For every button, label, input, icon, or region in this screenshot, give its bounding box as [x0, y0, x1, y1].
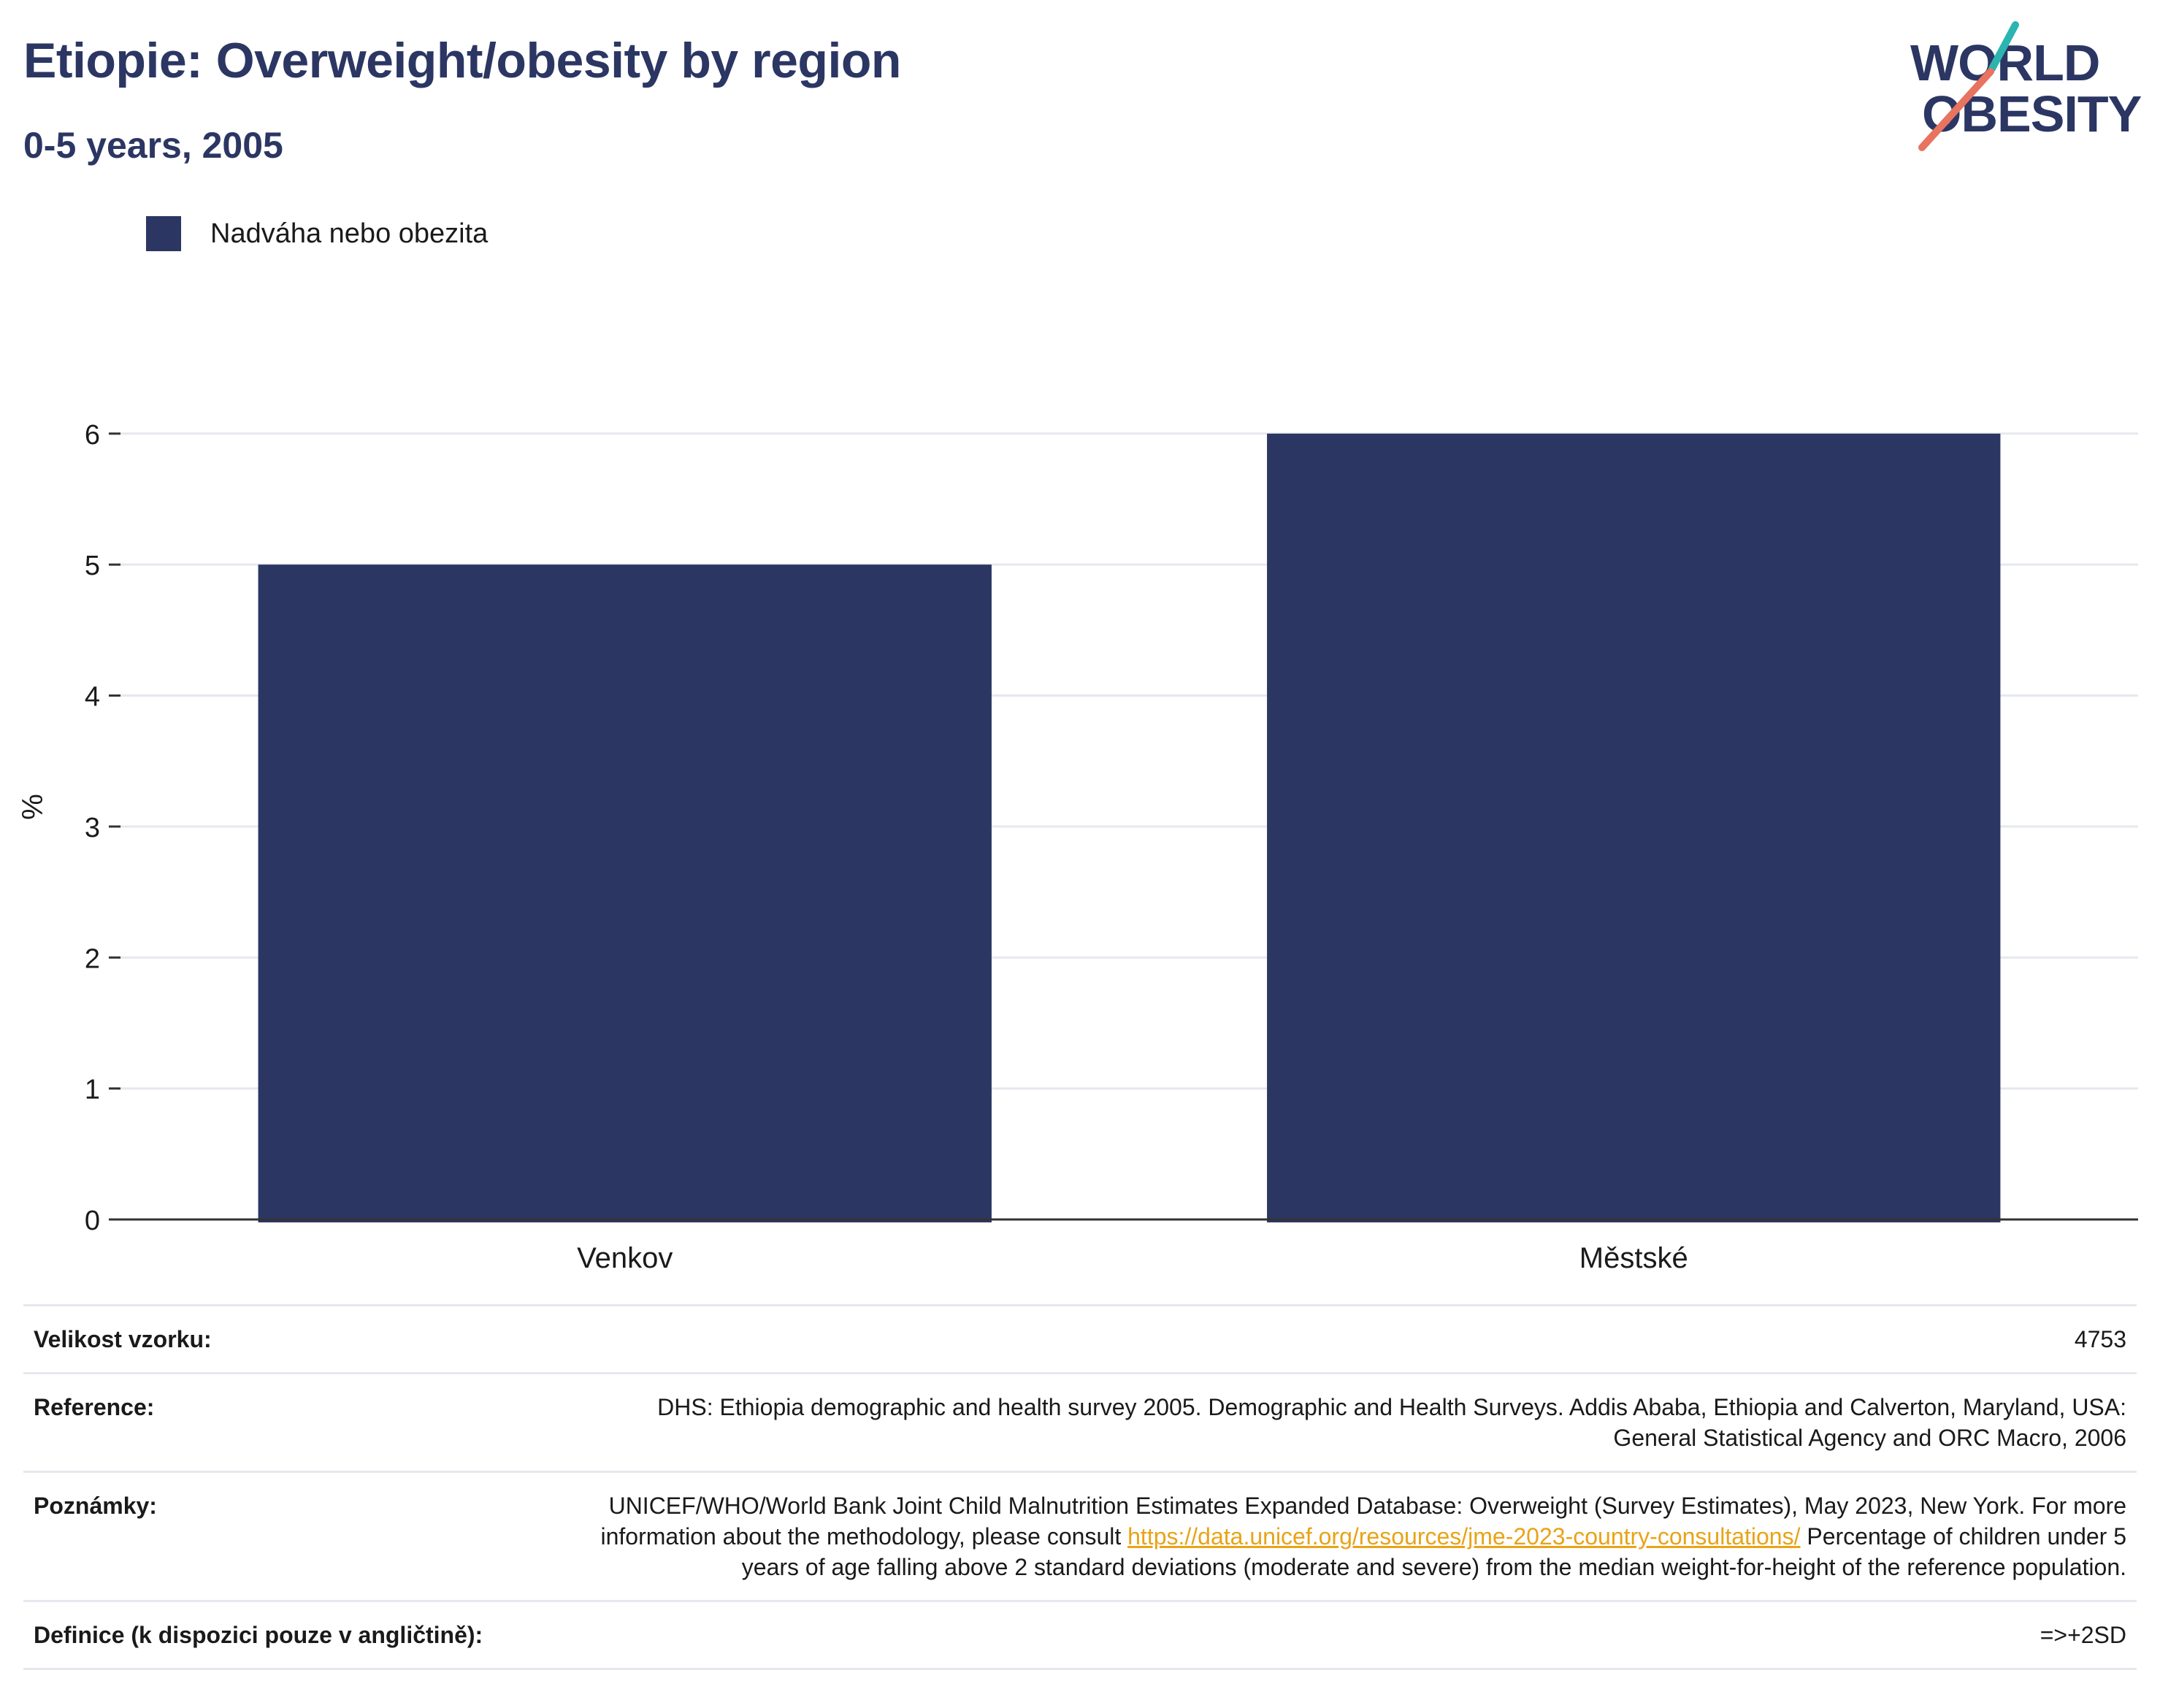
sample-size-value: 4753 — [2074, 1326, 2126, 1352]
notes-text-before: UNICEF/WHO/World Bank Joint Child Malnut… — [600, 1493, 2126, 1550]
reference-row: Reference: DHS: Ethiopia demographic and… — [23, 1373, 2137, 1472]
y-axis-ticks: 0 1 2 3 4 5 6 — [85, 420, 120, 1236]
reference-label: Reference: — [34, 1394, 155, 1420]
sample-size-label: Velikost vzorku: — [34, 1326, 212, 1352]
y-tick-label-5: 5 — [85, 551, 100, 581]
notes-value: UNICEF/WHO/World Bank Joint Child Malnut… — [570, 1472, 2137, 1601]
logo-word-obesity: OBESITY — [1922, 85, 2142, 142]
definition-row: Definice (k dispozici pouze v angličtině… — [23, 1601, 2137, 1669]
y-tick-label-4: 4 — [85, 682, 100, 713]
chart-subtitle: 0-5 years, 2005 — [23, 125, 283, 166]
world-obesity-logo: WORLD OBESITY — [1910, 21, 2142, 151]
notes-link[interactable]: https://data.unicef.org/resources/jme-20… — [1127, 1523, 1801, 1550]
info-table: Velikost vzorku: 4753 Reference: DHS: Et… — [23, 1304, 2137, 1670]
bar-chart: 0 1 2 3 4 5 6 Venkov Městské % — [17, 420, 2138, 1274]
chart-title: Etiopie: Overweight/obesity by region — [23, 33, 901, 88]
y-tick-label-6: 6 — [85, 420, 100, 451]
y-tick-label-1: 1 — [85, 1075, 100, 1106]
chart-bars — [258, 433, 2001, 1222]
legend-label: Nadváha nebo obezita — [210, 218, 489, 249]
sample-size-row: Velikost vzorku: 4753 — [23, 1305, 2137, 1374]
x-tick-label-0: Venkov — [577, 1242, 673, 1274]
notes-label: Poznámky: — [34, 1493, 157, 1519]
y-tick-label-0: 0 — [85, 1206, 100, 1236]
logo-slash-coral — [1918, 68, 1994, 151]
bar-0[interactable] — [258, 564, 992, 1222]
definition-value: =>+2SD — [2040, 1622, 2126, 1648]
definition-label: Definice (k dispozici pouze v angličtině… — [34, 1622, 483, 1648]
logo-slash-teal — [1988, 21, 2019, 72]
legend-swatch — [146, 216, 181, 251]
bar-1[interactable] — [1267, 433, 2001, 1222]
x-tick-label-1: Městské — [1579, 1242, 1688, 1274]
y-tick-label-3: 3 — [85, 813, 100, 843]
y-axis-label: % — [17, 794, 49, 820]
reference-value: DHS: Ethiopia demographic and health sur… — [657, 1394, 2126, 1451]
chart-legend[interactable]: Nadváha nebo obezita — [146, 216, 488, 251]
x-axis-ticks: Venkov Městské — [577, 1242, 1688, 1274]
notes-text-after: Percentage of children under 5 years of … — [741, 1523, 2126, 1580]
y-tick-label-2: 2 — [85, 943, 100, 974]
notes-row: Poznámky: UNICEF/WHO/World Bank Joint Ch… — [23, 1471, 2137, 1601]
